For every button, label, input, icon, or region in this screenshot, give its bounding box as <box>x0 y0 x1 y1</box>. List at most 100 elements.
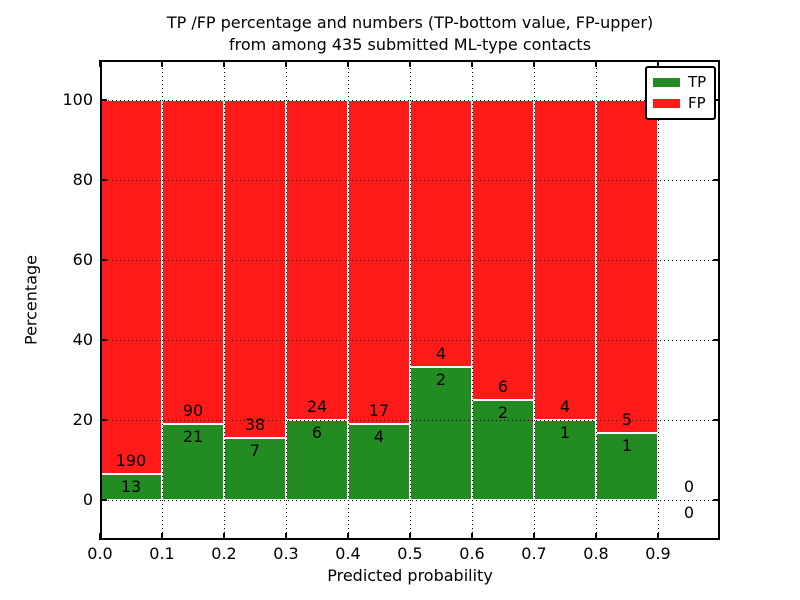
tp-bar-segment <box>224 437 286 500</box>
legend: TP FP <box>645 66 716 120</box>
y-tick-label: 60 <box>72 250 93 269</box>
gridline-x <box>534 60 535 540</box>
fp-count-label: 24 <box>306 397 328 416</box>
x-tick-mark <box>99 533 101 540</box>
fp-count-label: 5 <box>621 410 633 430</box>
y-tick-mark-right <box>713 419 720 421</box>
fp-count-label: 0 <box>683 477 695 496</box>
x-tick-mark-top <box>223 60 225 67</box>
tp-count-label: 4 <box>373 426 385 446</box>
tp-swatch-icon <box>653 78 680 87</box>
x-tick-label: 0.9 <box>645 544 671 563</box>
fp-count-label: 90 <box>182 401 204 421</box>
y-tick-label: 80 <box>72 170 93 189</box>
y-tick-mark-right <box>713 99 720 101</box>
x-tick-mark <box>409 533 411 540</box>
x-tick-mark-top <box>409 60 411 67</box>
x-tick-label: 0.8 <box>583 544 609 563</box>
tp-bar-segment <box>534 420 596 500</box>
fp-bar-segment <box>472 100 534 400</box>
fp-count-label: 190 <box>115 451 147 471</box>
y-tick-mark <box>100 419 107 421</box>
tp-count-label: 1 <box>621 436 633 456</box>
gridline-x <box>162 60 163 540</box>
y-tick-mark-right <box>713 259 720 261</box>
x-tick-mark <box>285 533 287 540</box>
y-tick-label: 40 <box>72 330 93 349</box>
x-tick-label: 0.6 <box>459 544 485 563</box>
chart-title-line2: from among 435 submitted ML-type contact… <box>228 35 592 54</box>
gridline-x <box>224 60 225 540</box>
x-tick-mark <box>347 533 349 540</box>
x-tick-mark-top <box>285 60 287 67</box>
y-tick-label: 0 <box>82 490 93 509</box>
y-tick-mark <box>100 99 107 101</box>
fp-count-label: 17 <box>368 400 390 420</box>
chart-title: TP /FP percentage and numbers (TP-bottom… <box>100 12 720 56</box>
fp-bar-segment <box>224 100 286 438</box>
tp-count-label: 2 <box>435 369 447 389</box>
x-axis-label: Predicted probability <box>327 566 493 585</box>
tp-count-label: 7 <box>249 440 261 460</box>
fp-bar-segment <box>410 100 472 367</box>
tp-count-label: 1 <box>559 423 571 442</box>
tp-count-label: 21 <box>182 427 204 447</box>
fp-swatch-icon <box>653 99 680 108</box>
tp-bar-segment <box>410 366 472 500</box>
x-tick-mark <box>657 533 659 540</box>
x-tick-mark <box>595 533 597 540</box>
x-tick-mark-top <box>533 60 535 67</box>
legend-item-tp: TP <box>653 72 708 93</box>
x-tick-label: 0.4 <box>335 544 361 563</box>
fp-bar-segment <box>100 100 162 475</box>
x-tick-mark <box>471 533 473 540</box>
fp-count-label: 38 <box>244 414 266 434</box>
y-tick-mark-right <box>713 499 720 501</box>
gridline-x <box>410 60 411 540</box>
legend-label: FP <box>688 94 706 112</box>
x-tick-label: 0.2 <box>211 544 237 563</box>
x-tick-mark-top <box>347 60 349 67</box>
y-tick-mark <box>100 259 107 261</box>
tp-count-label: 13 <box>120 477 142 497</box>
x-tick-mark-top <box>99 60 101 67</box>
x-tick-mark <box>161 533 163 540</box>
fp-bar-segment <box>596 100 658 434</box>
tp-bar-segment <box>596 433 658 500</box>
tp-bar-segment <box>472 400 534 500</box>
y-tick-label: 20 <box>72 410 93 429</box>
tp-bar-segment <box>100 474 162 500</box>
y-tick-mark-right <box>713 339 720 341</box>
gridline-x <box>286 60 287 540</box>
x-tick-label: 0.1 <box>149 544 175 563</box>
plot-area: 190 13 90 21 38 7 24 6 17 4 4 2 6 2 4 1 5 1 0 0 <box>99 60 720 540</box>
chart-title-line1: TP /FP percentage and numbers (TP-bottom… <box>166 13 654 32</box>
x-tick-mark-top <box>161 60 163 67</box>
gridline-x <box>596 60 597 540</box>
x-tick-mark <box>533 533 535 540</box>
x-tick-mark-top <box>471 60 473 67</box>
gridline-x <box>348 60 349 540</box>
fp-count-label: 4 <box>435 343 447 363</box>
y-tick-label: 100 <box>62 90 93 109</box>
y-tick-mark <box>100 499 107 501</box>
x-tick-label: 0.5 <box>397 544 423 563</box>
x-tick-mark-top <box>595 60 597 67</box>
legend-item-fp: FP <box>653 93 708 114</box>
fp-bar-segment <box>162 100 224 425</box>
y-tick-mark <box>100 179 107 181</box>
y-tick-mark <box>100 339 107 341</box>
legend-label: TP <box>688 73 707 91</box>
tp-count-label: 6 <box>311 423 323 442</box>
fp-count-label: 4 <box>559 397 571 416</box>
fp-count-label: 6 <box>497 377 509 396</box>
x-tick-label: 0.7 <box>521 544 547 563</box>
tp-bar-segment <box>348 423 410 500</box>
x-tick-mark-top <box>657 60 659 67</box>
x-tick-label: 0.3 <box>273 544 299 563</box>
tp-count-label: 2 <box>497 403 509 422</box>
x-tick-mark <box>223 533 225 540</box>
x-tick-label: 0.0 <box>87 544 113 563</box>
tp-count-label: 0 <box>683 503 695 522</box>
